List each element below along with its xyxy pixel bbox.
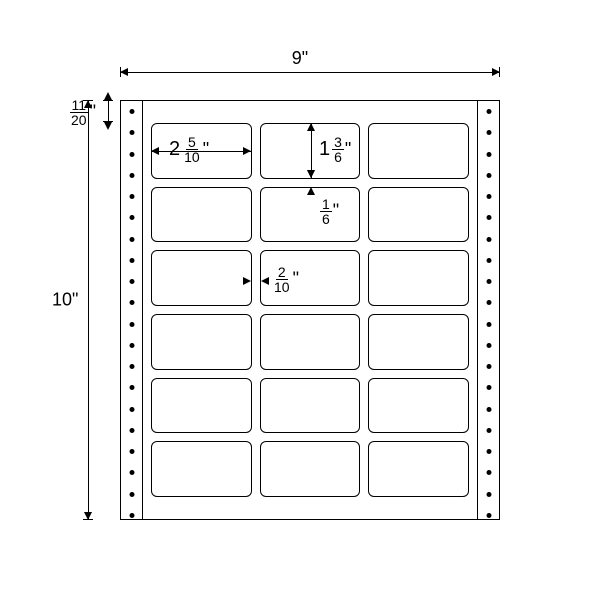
- perf-hole: [486, 407, 491, 412]
- perf-hole: [486, 194, 491, 199]
- arrow: [243, 147, 251, 155]
- perf-hole: [129, 300, 134, 305]
- perf-hole: [486, 152, 491, 157]
- perf-hole: [486, 300, 491, 305]
- label-grid: [151, 123, 469, 497]
- label-cell: [151, 250, 252, 306]
- dim-end: [103, 100, 113, 101]
- dim-sheet-width: 9": [292, 48, 308, 69]
- perf-hole: [486, 279, 491, 284]
- perf-hole: [129, 492, 134, 497]
- perf-hole: [486, 385, 491, 390]
- arrow: [104, 122, 112, 130]
- perf-hole: [129, 322, 134, 327]
- perf-hole: [486, 237, 491, 242]
- perf-hole: [486, 492, 491, 497]
- perf-hole: [129, 343, 134, 348]
- perf-hole: [486, 322, 491, 327]
- arrow: [492, 68, 500, 76]
- perf-hole: [129, 428, 134, 433]
- label-cell: [260, 378, 361, 434]
- dim-line-sheet-width: [120, 72, 500, 73]
- perf-hole: [486, 258, 491, 263]
- label-cell: [368, 378, 469, 434]
- arrow: [120, 68, 128, 76]
- arrow: [261, 277, 269, 285]
- label-cell: [368, 123, 469, 179]
- dim-line-top-margin: [108, 100, 109, 122]
- dim-gap-h: 210": [271, 265, 299, 294]
- dim-line-sheet-height: [88, 100, 89, 520]
- label-sheet-diagram: 2510" 136" 16" 210": [120, 100, 500, 520]
- perf-hole: [486, 215, 491, 220]
- label-cell: [260, 314, 361, 370]
- label-cell: [368, 250, 469, 306]
- dim-top-margin: 1120": [68, 98, 96, 127]
- perf-hole: [486, 470, 491, 475]
- perf-hole: [129, 279, 134, 284]
- perf-hole: [486, 513, 491, 518]
- dim-label-width: 2510": [169, 135, 209, 164]
- label-cell: [260, 187, 361, 243]
- label-cell: [151, 187, 252, 243]
- perf-hole: [129, 407, 134, 412]
- perf-hole: [129, 258, 134, 263]
- perf-hole: [129, 385, 134, 390]
- arrow: [104, 92, 112, 100]
- dim-sheet-height: 10": [52, 290, 78, 311]
- arrow: [151, 147, 159, 155]
- perf-hole: [486, 364, 491, 369]
- perf-hole: [129, 364, 134, 369]
- perf-hole: [129, 173, 134, 178]
- dim-label-height: 136": [319, 135, 351, 164]
- arrow: [307, 187, 315, 195]
- perf-hole: [486, 109, 491, 114]
- label-cell: [368, 314, 469, 370]
- perf-hole: [129, 194, 134, 199]
- label-cell: [151, 441, 252, 497]
- arrow: [243, 277, 251, 285]
- arrow: [307, 170, 315, 178]
- arrow: [84, 512, 92, 520]
- perf-hole: [129, 449, 134, 454]
- perforation-left: [121, 101, 143, 519]
- perf-hole: [129, 513, 134, 518]
- perf-hole: [129, 109, 134, 114]
- perf-hole: [486, 449, 491, 454]
- sheet-outline: 2510" 136" 16" 210": [120, 100, 500, 520]
- label-cell: [151, 378, 252, 434]
- label-cell: [260, 441, 361, 497]
- perf-hole: [129, 215, 134, 220]
- label-cell: [151, 314, 252, 370]
- perf-hole: [486, 173, 491, 178]
- perf-hole: [129, 237, 134, 242]
- perf-hole: [129, 130, 134, 135]
- perf-hole: [486, 428, 491, 433]
- perf-hole: [486, 343, 491, 348]
- perf-hole: [486, 130, 491, 135]
- perforation-right: [477, 101, 499, 519]
- dim-gap-v: 16": [319, 197, 339, 226]
- arrow: [307, 123, 315, 131]
- perf-hole: [129, 470, 134, 475]
- perf-hole: [129, 152, 134, 157]
- label-cell: [368, 187, 469, 243]
- label-cell: [368, 441, 469, 497]
